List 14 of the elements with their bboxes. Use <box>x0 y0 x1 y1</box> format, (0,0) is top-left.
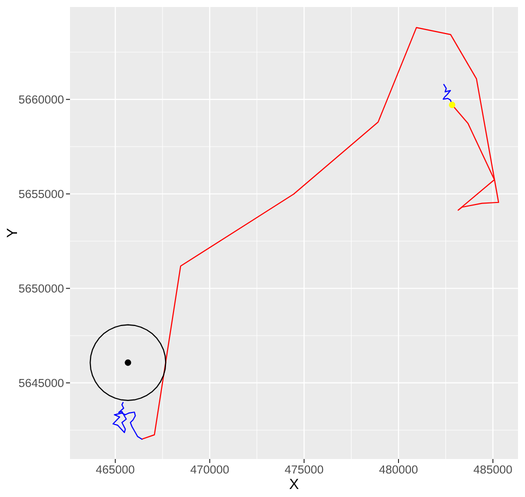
line-series <box>141 27 500 440</box>
y-axis-title: Y <box>5 228 21 238</box>
line-series <box>90 324 166 401</box>
line-series <box>112 402 142 440</box>
x-tick-label: 465000 <box>96 463 136 476</box>
x-tick-label: 485000 <box>473 463 513 476</box>
y-tick-label: 5650000 <box>18 282 64 296</box>
y-tick-label: 5655000 <box>18 188 64 202</box>
y-tick-label: 5660000 <box>18 94 64 107</box>
y-tick-label: 5645000 <box>18 377 64 390</box>
x-tick-label: 475000 <box>284 463 324 476</box>
x-tick-label: 470000 <box>190 463 230 476</box>
x-axis-title: X <box>289 477 300 493</box>
x-tick-label: 480000 <box>378 463 418 476</box>
